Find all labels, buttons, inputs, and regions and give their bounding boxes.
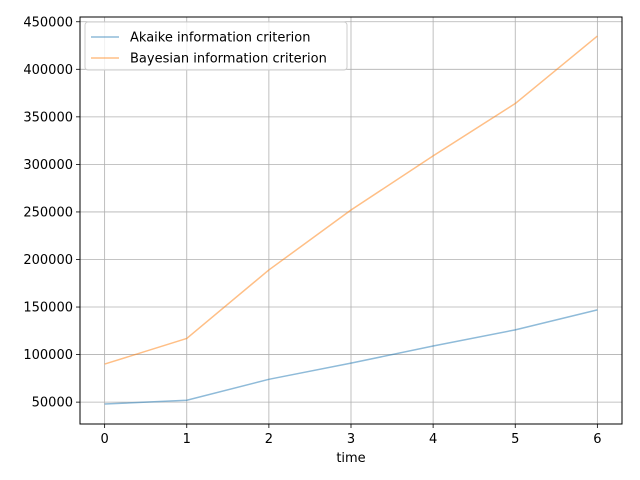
x-tick-label: 6 — [593, 432, 601, 447]
x-tick-label: 5 — [511, 432, 519, 447]
legend-entry-label: Bayesian information criterion — [130, 52, 327, 67]
y-tick-label: 250000 — [23, 205, 73, 220]
x-tick-label: 3 — [347, 432, 355, 447]
y-tick-label: 200000 — [23, 253, 73, 268]
y-tick-label: 400000 — [23, 63, 73, 78]
series-lines — [104, 35, 598, 405]
legend-box — [84, 21, 348, 71]
y-tick-label: 350000 — [23, 110, 73, 125]
y-tick-label: 100000 — [23, 348, 73, 363]
x-axis-ticks: 0 1 2 3 4 5 6 — [100, 424, 602, 447]
y-tick-label: 300000 — [23, 158, 73, 173]
x-tick-label: 0 — [100, 432, 108, 447]
series-line-aic — [104, 309, 598, 405]
x-tick-label: 1 — [183, 432, 191, 447]
x-tick-label: 4 — [429, 432, 437, 447]
legend: Akaike information criterion Bayesian inf… — [84, 21, 348, 71]
y-axis-ticks: 50000 100000 150000 200000 250000 300000 35000… — [23, 15, 80, 411]
legend-entry-label: Akaike information criterion — [130, 31, 310, 46]
y-tick-label: 450000 — [23, 15, 73, 30]
x-axis-label: time — [336, 451, 365, 466]
grid-lines — [80, 17, 622, 424]
x-tick-label: 2 — [265, 432, 273, 447]
y-tick-label: 50000 — [32, 396, 73, 411]
series-line-bic — [104, 35, 598, 365]
y-tick-label: 150000 — [23, 301, 73, 316]
